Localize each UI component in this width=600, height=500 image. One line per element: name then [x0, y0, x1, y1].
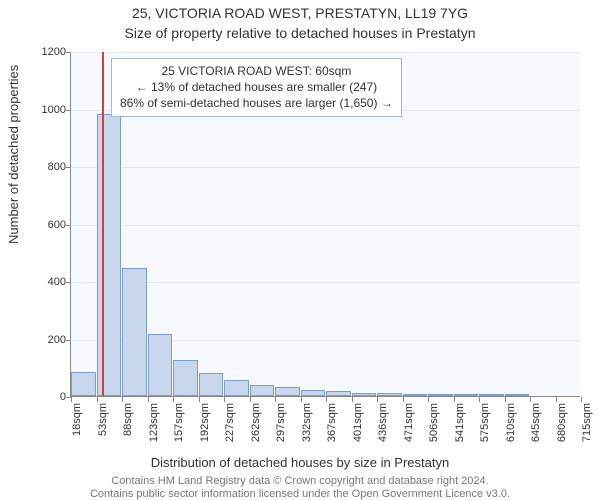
x-tick-label: 157sqm [173, 403, 185, 463]
x-tick-mark [224, 397, 225, 402]
x-tick-label: 53sqm [97, 403, 109, 463]
x-tick-label: 297sqm [275, 403, 287, 463]
histogram-bar [173, 360, 198, 396]
gridline [71, 282, 580, 283]
y-tick-label: 1200 [26, 46, 66, 58]
x-tick-mark [199, 397, 200, 402]
x-tick-mark [301, 397, 302, 402]
annotation-line-2: ← 13% of detached houses are smaller (24… [120, 79, 393, 95]
x-tick-mark [556, 397, 557, 402]
y-tick-mark [66, 52, 71, 53]
x-tick-mark [173, 397, 174, 402]
annotation-box: 25 VICTORIA ROAD WEST: 60sqm ← 13% of de… [111, 58, 402, 117]
y-tick-label: 400 [26, 276, 66, 288]
y-tick-label: 800 [26, 161, 66, 173]
x-tick-label: 645sqm [530, 403, 542, 463]
y-tick-label: 0 [26, 391, 66, 403]
x-tick-label: 506sqm [428, 403, 440, 463]
page-subtitle: Size of property relative to detached ho… [0, 24, 600, 42]
page-title-address: 25, VICTORIA ROAD WEST, PRESTATYN, LL19 … [0, 4, 600, 22]
x-tick-label: 123sqm [148, 403, 160, 463]
y-tick-label: 1000 [26, 104, 66, 116]
footer-line-1: Contains HM Land Registry data © Crown c… [0, 475, 600, 489]
histogram-bar [326, 391, 351, 396]
y-tick-mark [66, 167, 71, 168]
histogram-bar [250, 385, 275, 397]
histogram-bar [428, 394, 453, 396]
histogram-bar [479, 394, 504, 396]
footer: Contains HM Land Registry data © Crown c… [0, 475, 600, 500]
annotation-line-1: 25 VICTORIA ROAD WEST: 60sqm [120, 63, 393, 79]
histogram-bar [71, 372, 96, 396]
histogram-bar [352, 393, 377, 396]
y-tick-label: 600 [26, 219, 66, 231]
x-tick-label: 262sqm [250, 403, 262, 463]
x-tick-label: 367sqm [326, 403, 338, 463]
histogram-chart: 02004006008001000120018sqm53sqm88sqm123s… [70, 52, 580, 397]
property-marker-line [102, 52, 104, 396]
histogram-bar [275, 387, 300, 396]
x-tick-label: 88sqm [122, 403, 134, 463]
footer-line-2: Contains public sector information licen… [0, 488, 600, 500]
x-tick-label: 471sqm [403, 403, 415, 463]
x-tick-mark [403, 397, 404, 402]
histogram-bar [403, 394, 428, 396]
y-tick-mark [66, 110, 71, 111]
histogram-bar [122, 268, 147, 396]
x-tick-label: 715sqm [581, 403, 593, 463]
y-tick-label: 200 [26, 334, 66, 346]
gridline [71, 225, 580, 226]
x-tick-mark [479, 397, 480, 402]
gridline [71, 167, 580, 168]
x-tick-label: 18sqm [71, 403, 83, 463]
x-tick-label: 192sqm [199, 403, 211, 463]
x-tick-mark [428, 397, 429, 402]
histogram-bar [199, 373, 224, 396]
x-tick-label: 541sqm [454, 403, 466, 463]
histogram-bar [97, 114, 122, 396]
annotation-line-3: 86% of semi-detached houses are larger (… [120, 95, 393, 111]
histogram-bar [224, 380, 249, 396]
histogram-bar [148, 334, 173, 396]
y-axis-label: Number of detached properties [6, 65, 21, 244]
x-tick-label: 610sqm [505, 403, 517, 463]
plot-area: 02004006008001000120018sqm53sqm88sqm123s… [70, 52, 580, 397]
x-axis-label: Distribution of detached houses by size … [0, 455, 600, 470]
x-tick-mark [275, 397, 276, 402]
x-tick-mark [97, 397, 98, 402]
gridline [71, 52, 580, 53]
y-tick-mark [66, 225, 71, 226]
x-tick-label: 401sqm [352, 403, 364, 463]
histogram-bar [377, 393, 402, 396]
x-tick-mark [122, 397, 123, 402]
x-tick-mark [148, 397, 149, 402]
x-tick-label: 436sqm [377, 403, 389, 463]
x-tick-mark [530, 397, 531, 402]
x-tick-mark [326, 397, 327, 402]
x-tick-mark [581, 397, 582, 402]
x-tick-label: 332sqm [301, 403, 313, 463]
y-tick-mark [66, 340, 71, 341]
x-tick-mark [250, 397, 251, 402]
x-tick-label: 227sqm [224, 403, 236, 463]
x-tick-mark [377, 397, 378, 402]
x-tick-label: 575sqm [479, 403, 491, 463]
x-tick-mark [454, 397, 455, 402]
histogram-bar [505, 394, 530, 396]
x-tick-mark [352, 397, 353, 402]
histogram-bar [301, 390, 326, 396]
x-tick-mark [71, 397, 72, 402]
x-tick-label: 680sqm [556, 403, 568, 463]
y-tick-mark [66, 282, 71, 283]
histogram-bar [454, 394, 479, 396]
x-tick-mark [505, 397, 506, 402]
